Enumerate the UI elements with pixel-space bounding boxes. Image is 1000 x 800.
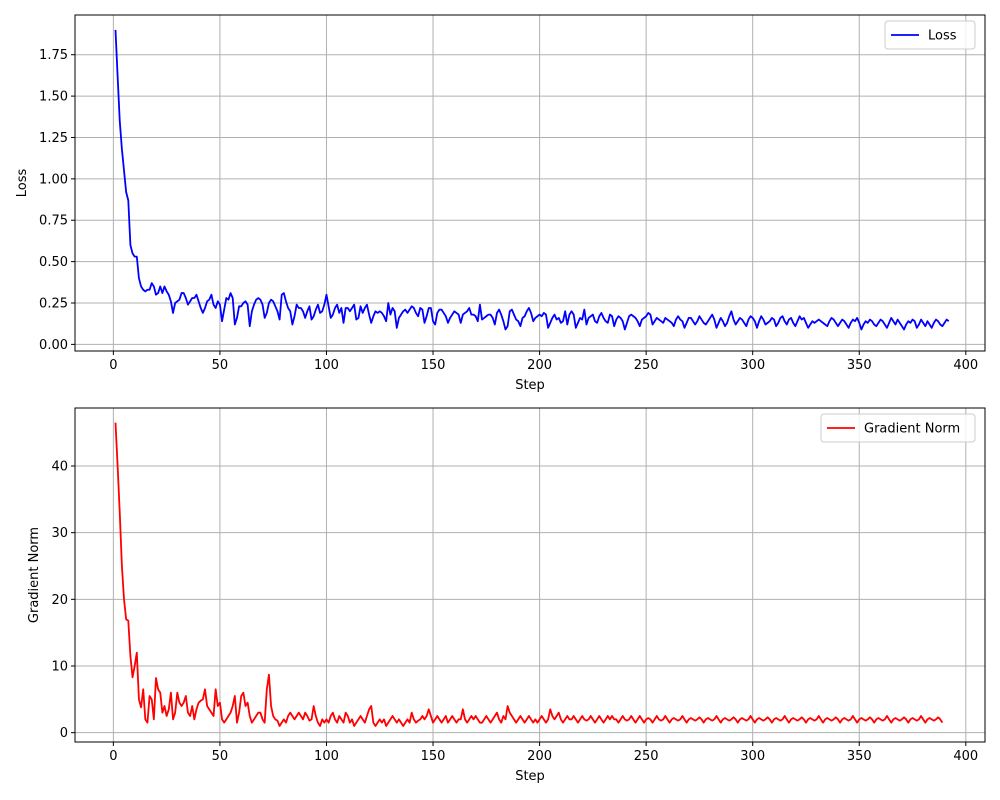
legend-box: [820, 413, 976, 443]
y-axis-label: Loss: [15, 169, 30, 198]
series-line-loss: [114, 29, 950, 331]
x-axis-label: Step: [515, 378, 545, 393]
x-tick-label: 100: [314, 749, 339, 764]
x-tick-label: 300: [740, 749, 765, 764]
y-tick-label: 0.25: [39, 297, 68, 312]
y-tick-label: 0: [60, 726, 68, 741]
x-axis-label: Step: [515, 769, 545, 784]
x-tick-label: 250: [634, 358, 659, 373]
legend-label: Loss: [928, 29, 957, 44]
chart-gradient-norm: 0 50 100 150 200 250 300 350 400 0 10 20 30 40 Step Gra…: [27, 407, 986, 784]
x-tick-label: 400: [953, 749, 978, 764]
x-tick-label: 0: [109, 358, 117, 373]
x-tick-label: 150: [421, 358, 446, 373]
plot-area: [74, 407, 986, 743]
y-tick-label: 10: [51, 660, 68, 675]
x-tick-label: 300: [740, 358, 765, 373]
y-tick-label: 0.50: [39, 255, 68, 270]
y-tick-label: 0.00: [39, 338, 68, 353]
y-tick-label: 40: [51, 460, 68, 475]
x-tick-label: 0: [109, 749, 117, 764]
x-tick-label: 50: [212, 749, 229, 764]
x-tick-label: 400: [953, 358, 978, 373]
x-tick-label: 200: [527, 749, 552, 764]
x-tick-label: 350: [847, 749, 872, 764]
y-axis-label: Gradient Norm: [27, 527, 42, 623]
y-tick-label: 20: [51, 593, 68, 608]
series-line-gradient-norm: [114, 422, 944, 727]
y-tick-label: 1.50: [39, 90, 68, 105]
x-tick-label: 350: [847, 358, 872, 373]
legend: Loss: [884, 20, 976, 50]
y-tick-label: 1.00: [39, 172, 68, 187]
legend-label: Gradient Norm: [864, 422, 960, 437]
y-tick-label: 1.25: [39, 131, 68, 146]
chart-loss: 0 50 100 150 200 250 300 350 400 0.00 0.25 0.50 0.75…: [15, 14, 986, 393]
x-tick-label: 50: [212, 358, 229, 373]
legend-box: [884, 20, 976, 50]
x-tick-label: 250: [634, 749, 659, 764]
plot-area: [74, 14, 986, 352]
y-tick-label: 30: [51, 526, 68, 541]
x-tick-label: 200: [527, 358, 552, 373]
y-tick-label: 1.75: [39, 48, 68, 63]
legend: Gradient Norm: [820, 413, 976, 443]
y-tick-label: 0.75: [39, 214, 68, 229]
x-tick-label: 150: [421, 749, 446, 764]
x-tick-label: 100: [314, 358, 339, 373]
